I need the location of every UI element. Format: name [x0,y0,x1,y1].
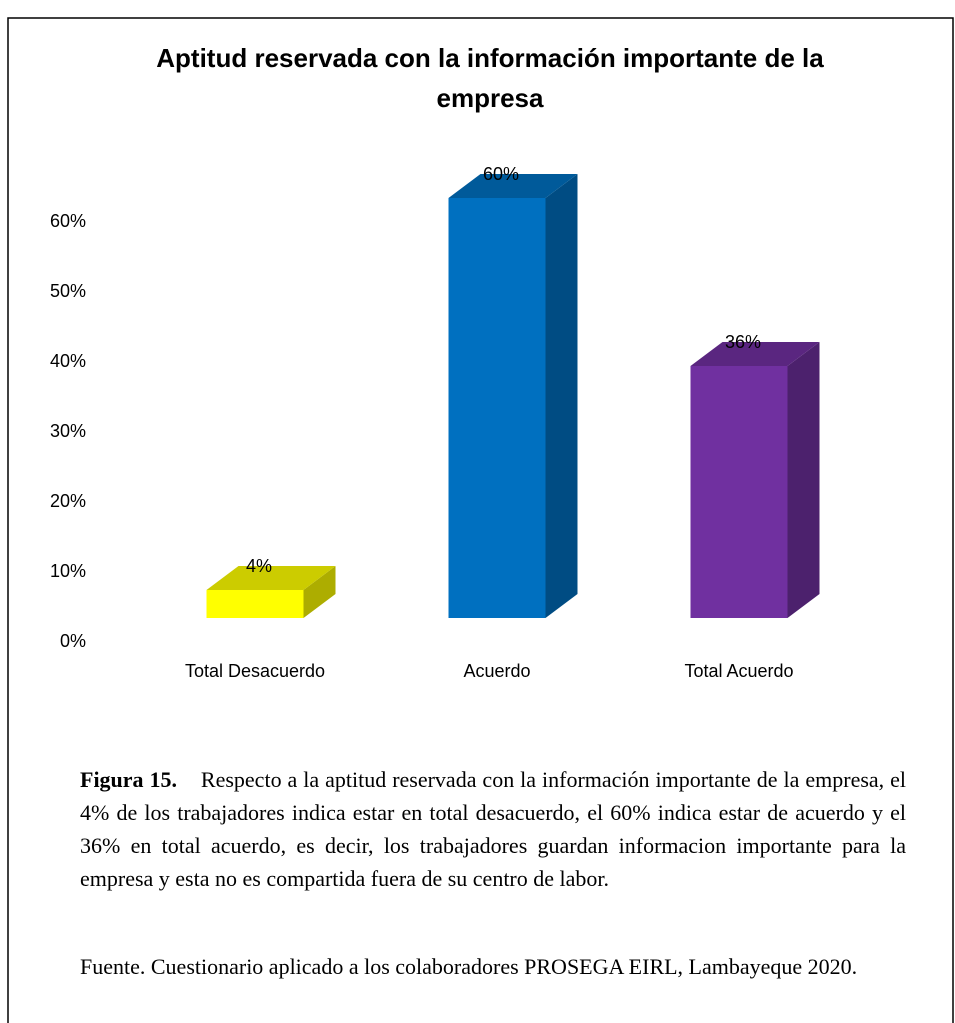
y-tick-label: 10% [50,561,86,581]
source: Fuente. Cuestionario aplicado a los cola… [80,954,858,979]
frame [7,17,954,1023]
bar [206,590,304,618]
bar-top [690,342,820,366]
bar-side [787,342,820,618]
bar [448,198,546,618]
bar-side [545,174,578,618]
caption: Figura 15. Respecto a la aptitud reserva… [80,763,906,895]
y-tick-label: 60% [50,211,86,231]
bar [690,366,788,618]
value-label: 60% [483,164,519,184]
bar-top [206,566,336,590]
x-tick-label: Total Desacuerdo [185,661,325,681]
y-tick-label: 50% [50,281,86,301]
figure-caption: Respecto a la aptitud reservada con la i… [80,767,907,891]
y-tick-label: 0% [60,631,86,651]
chart-title: Aptitud reservada con la información imp… [156,43,824,113]
value-label: 4% [246,556,272,576]
x-tick-label: Total Acuerdo [684,661,793,681]
y-tick-label: 20% [50,491,86,511]
y-tick-label: 30% [50,421,86,441]
x-tick-label: Acuerdo [463,661,530,681]
figure-label: Figura 15. [80,767,178,792]
y-tick-label: 40% [50,351,86,371]
bar-side [303,566,336,618]
value-label: 36% [725,332,761,352]
bar-top [448,174,578,198]
